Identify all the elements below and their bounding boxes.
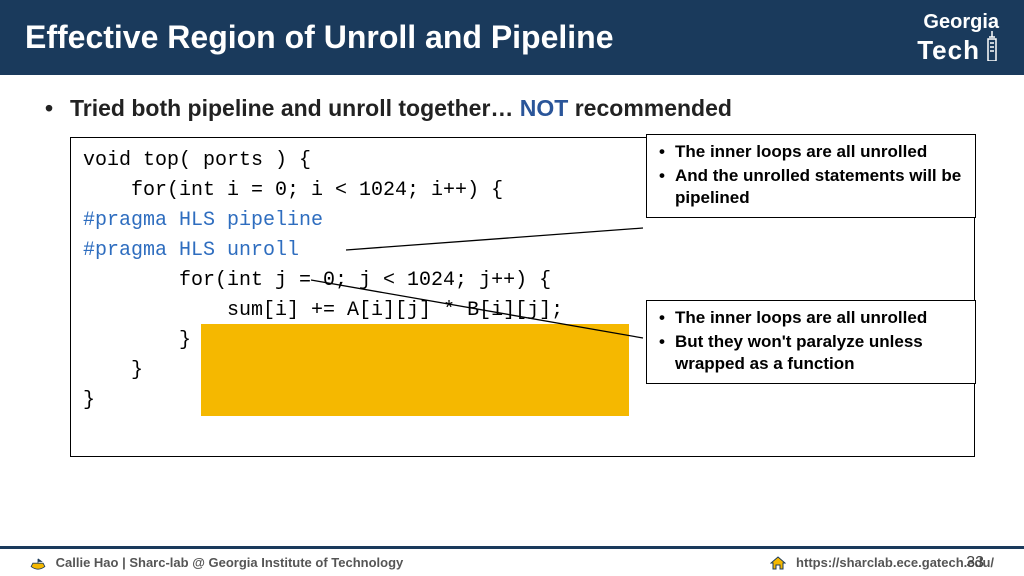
footer-url-block: https://sharclab.ece.gatech.edu/ xyxy=(770,555,994,571)
page-number: 33 xyxy=(966,554,984,572)
note1-item-0: The inner loops are all unrolled xyxy=(657,141,965,163)
note1-item-1: And the unrolled statements will be pipe… xyxy=(657,165,965,209)
footer-author: Callie Hao | Sharc-lab @ Georgia Institu… xyxy=(56,555,404,570)
logo-line2-text: Tech xyxy=(917,39,980,61)
home-icon xyxy=(770,556,786,570)
logo-line2: Tech xyxy=(917,31,999,61)
georgia-tech-logo: Georgia Tech xyxy=(917,14,999,61)
bullet-suffix: recommended xyxy=(568,95,732,121)
main-bullet: Tried both pipeline and unroll together…… xyxy=(70,95,999,122)
note2-item-0: The inner loops are all unrolled xyxy=(657,307,965,329)
slide-title: Effective Region of Unroll and Pipeline xyxy=(25,19,614,56)
tower-icon xyxy=(985,31,999,61)
logo-line1: Georgia xyxy=(917,14,999,31)
footer-author-block: Callie Hao | Sharc-lab @ Georgia Institu… xyxy=(30,555,403,570)
title-bar: Effective Region of Unroll and Pipeline … xyxy=(0,0,1024,75)
bullet-prefix: Tried both pipeline and unroll together… xyxy=(70,95,520,121)
footer-bar: Callie Hao | Sharc-lab @ Georgia Institu… xyxy=(0,546,1024,576)
boat-icon xyxy=(30,558,46,570)
note2-item-1: But they won't paralyze unless wrapped a… xyxy=(657,331,965,375)
note-box-pipeline: The inner loops are all unrolled And the… xyxy=(646,134,976,218)
footer-url: https://sharclab.ece.gatech.edu/ xyxy=(796,555,994,570)
note-box-unroll: The inner loops are all unrolled But the… xyxy=(646,300,976,384)
code-box: void top( ports ) { for(int i = 0; i < 1… xyxy=(70,137,975,457)
bullet-emph: NOT xyxy=(520,95,569,121)
content-area: Tried both pipeline and unroll together…… xyxy=(40,95,999,457)
